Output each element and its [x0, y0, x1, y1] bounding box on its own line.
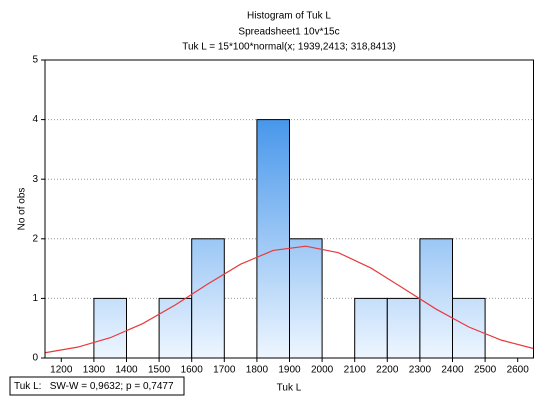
x-tick-label: 1400	[115, 365, 138, 376]
x-tick-label: 2100	[344, 365, 367, 376]
x-tick-label: 2500	[474, 365, 497, 376]
y-tick-label: 5	[32, 55, 38, 66]
y-tick-label: 0	[32, 353, 38, 364]
x-tick-label: 1200	[50, 365, 73, 376]
x-tick-label: 1300	[83, 365, 106, 376]
y-tick-label: 2	[32, 233, 38, 244]
x-tick-label: 1500	[148, 365, 171, 376]
x-tick-label: 2600	[507, 365, 530, 376]
x-tick-label: 1800	[246, 365, 269, 376]
x-tick-label: 1900	[278, 365, 301, 376]
x-tick-label: 1700	[213, 365, 236, 376]
formula: Tuk L = 15*100*normal(x; 1939,2413; 318,…	[182, 42, 396, 53]
bar	[386, 297, 421, 359]
bar	[452, 297, 486, 359]
x-tick-label: 2400	[441, 365, 464, 376]
x-axis-label: Tuk L	[277, 383, 302, 394]
y-tick-label: 4	[32, 114, 38, 125]
annotation: Tuk L: SW-W = 0,9632; p = 0,7477	[14, 381, 174, 392]
y-axis-label: No of obs	[17, 188, 28, 231]
bar	[93, 297, 127, 359]
x-tick-label: 2300	[409, 365, 432, 376]
plot-area: 0 1 2 3 4 5 1200 1300 1400 1500 1600 1700 1800 1900 20…	[32, 55, 534, 376]
x-tick-label: 1600	[181, 365, 204, 376]
chart-subtitle: Spreadsheet1 10v*15c	[238, 27, 339, 38]
x-tick-label: 2200	[376, 365, 399, 376]
x-tick-label: 2000	[311, 365, 334, 376]
normal-curve	[45, 245, 534, 354]
bar	[419, 238, 453, 359]
bar	[354, 297, 388, 359]
bar	[191, 238, 225, 359]
bar	[158, 297, 193, 359]
bar	[289, 238, 323, 359]
y-tick-label: 3	[32, 174, 38, 185]
y-tick-label: 1	[32, 293, 38, 304]
annotation-box	[9, 376, 185, 396]
chart-title: Histogram of Tuk L	[247, 11, 331, 22]
bar	[256, 119, 290, 359]
